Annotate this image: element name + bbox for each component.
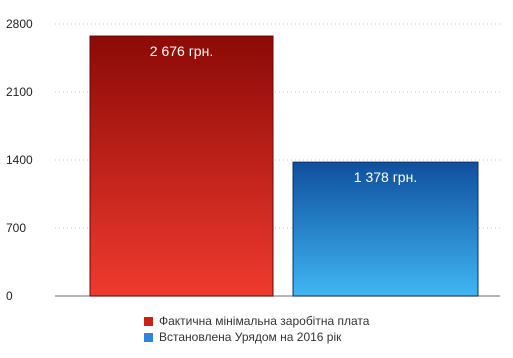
data-labels: 2 676 грн. 1 378 грн. bbox=[150, 43, 417, 185]
legend: Фактична мінімальна заробітна плата Встан… bbox=[144, 314, 370, 344]
y-tick-label: 700 bbox=[6, 221, 26, 235]
y-tick-label: 0 bbox=[6, 289, 13, 303]
legend-swatch bbox=[144, 333, 153, 342]
legend-label: Фактична мінімальна заробітна плата bbox=[159, 314, 370, 328]
bar bbox=[292, 161, 479, 297]
legend-label: Встановлена Урядом на 2016 рік bbox=[159, 330, 342, 344]
y-tick-label: 2800 bbox=[6, 17, 33, 31]
bars bbox=[89, 35, 479, 297]
data-label: 2 676 грн. bbox=[150, 43, 213, 59]
data-label: 1 378 грн. bbox=[354, 169, 417, 185]
bar bbox=[89, 35, 274, 297]
y-tick-label: 2100 bbox=[6, 85, 33, 99]
y-tick-label: 1400 bbox=[6, 153, 33, 167]
legend-swatch bbox=[144, 317, 153, 326]
